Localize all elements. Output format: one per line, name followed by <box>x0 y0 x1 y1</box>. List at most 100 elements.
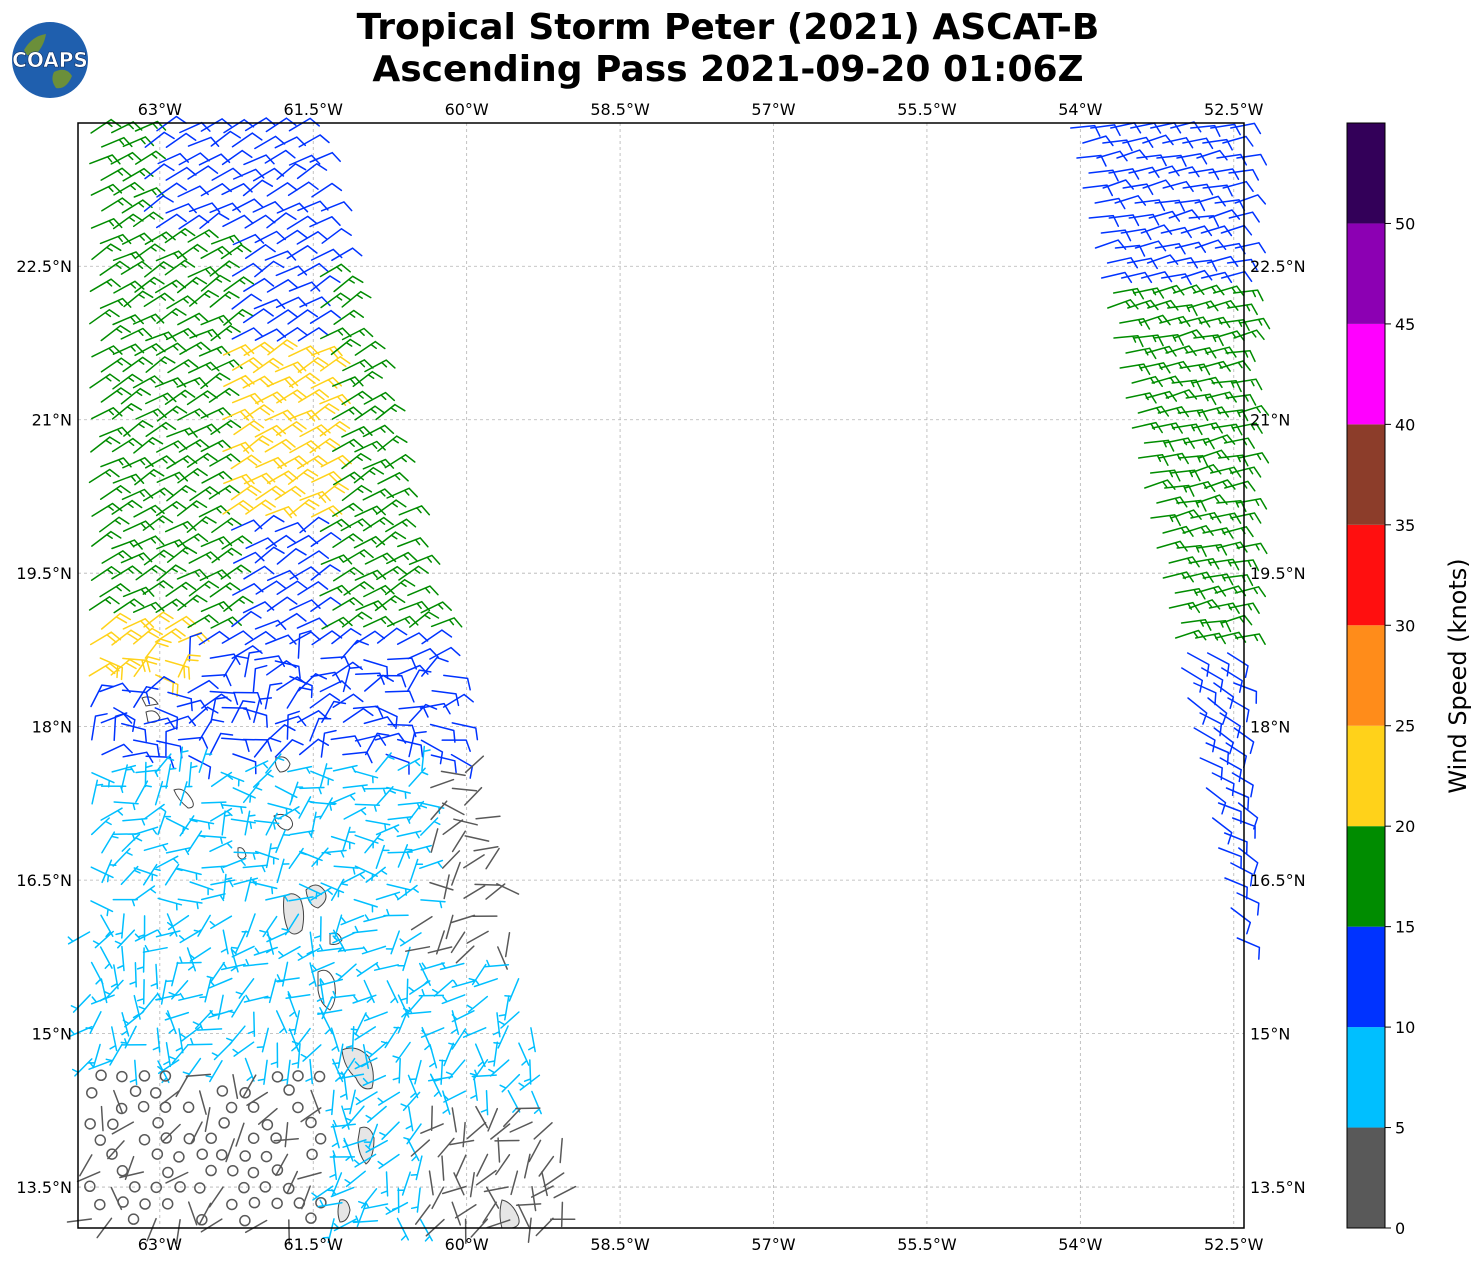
calm-circle <box>159 1101 172 1113</box>
wind-barb <box>319 763 333 788</box>
wind-barb <box>165 817 189 834</box>
wind-barb <box>204 1106 211 1133</box>
wind-barb <box>222 408 254 421</box>
wind-barb <box>398 600 431 612</box>
colorbar-tick-label: 0 <box>1395 1219 1405 1238</box>
wind-barb <box>299 296 331 308</box>
wind-barb <box>289 631 321 645</box>
wind-barb <box>210 696 228 724</box>
colorbar-tick-label: 5 <box>1395 1119 1405 1138</box>
wind-barb <box>201 470 233 484</box>
calm-circle <box>183 1132 196 1145</box>
wind-barb <box>209 260 240 277</box>
wind-barb <box>1185 393 1217 406</box>
colorbar-tick-label: 40 <box>1395 415 1415 434</box>
lat-tick-label-right: 19.5°N <box>1250 564 1306 583</box>
wind-barb <box>420 1123 444 1134</box>
wind-barb <box>242 375 274 389</box>
wind-barb <box>165 615 197 630</box>
wind-barb <box>319 356 351 372</box>
wind-barb <box>129 1059 138 1086</box>
wind-barb <box>265 506 297 519</box>
calm-circle <box>106 1148 118 1160</box>
wind-barb <box>1119 363 1151 376</box>
wind-barb <box>1228 168 1260 181</box>
wind-barb <box>342 359 374 372</box>
wind-barb <box>450 931 466 954</box>
wind-barb <box>122 136 155 148</box>
wind-barb <box>222 499 254 515</box>
wind-barb <box>1176 152 1208 165</box>
wind-barb <box>1108 168 1140 180</box>
wind-barb <box>1125 392 1157 404</box>
wind-barb <box>243 1074 257 1097</box>
wind-barb <box>142 580 174 595</box>
wind-barb <box>220 564 252 580</box>
wind-barb <box>498 1011 520 1029</box>
calm-circle <box>271 1197 283 1210</box>
wind-barb <box>163 1041 172 1068</box>
wind-barb <box>362 458 395 470</box>
wind-barb <box>188 947 212 962</box>
wind-barb <box>407 1074 419 1099</box>
wind-barb <box>309 309 341 324</box>
island-st-vincent <box>337 1199 351 1223</box>
wind-barb <box>503 1108 521 1128</box>
wind-barb <box>176 568 209 580</box>
lat-tick-label-right: 16.5°N <box>1250 871 1306 890</box>
wind-barb <box>286 1170 299 1194</box>
wind-barb <box>419 859 444 870</box>
wind-barb <box>1213 727 1234 755</box>
wind-barb <box>330 835 356 850</box>
wind-barb <box>200 893 226 902</box>
wind-barb <box>187 1201 198 1226</box>
wind-barb <box>254 328 287 341</box>
wind-barb <box>245 244 276 260</box>
wind-barb <box>121 1012 130 1037</box>
wind-barb <box>89 278 121 293</box>
wind-barb <box>363 1201 389 1210</box>
wind-barb <box>257 1059 268 1085</box>
wind-barb <box>186 390 218 406</box>
wind-barb <box>495 1154 511 1176</box>
wind-barb <box>201 674 232 687</box>
wind-barb <box>286 686 313 709</box>
wind-barb <box>361 945 387 955</box>
wind-barb <box>352 925 378 934</box>
calm-circle <box>248 1196 261 1209</box>
wind-barb <box>353 1026 377 1041</box>
wind-barb <box>257 1107 278 1125</box>
wind-barb <box>232 787 256 803</box>
wind-barb <box>311 1185 334 1201</box>
wind-barb <box>332 471 365 486</box>
wind-barb <box>99 946 113 970</box>
calm-circle <box>292 1070 304 1082</box>
wind-barb <box>1230 122 1262 135</box>
calm-circle <box>218 1117 230 1129</box>
wind-barb <box>196 1023 223 1031</box>
wind-barb <box>142 863 161 886</box>
wind-barb <box>1182 183 1214 196</box>
wind-barb <box>289 781 304 806</box>
wind-barb <box>221 630 253 644</box>
wind-barb <box>363 584 395 598</box>
wind-barb <box>208 1186 224 1208</box>
wind-barb <box>1228 602 1260 614</box>
wind-barb <box>531 1090 542 1115</box>
wind-barb <box>338 943 365 952</box>
wind-barb <box>310 275 341 292</box>
wind-barb <box>1192 284 1225 296</box>
wind-barb <box>270 1042 279 1068</box>
wind-barb <box>530 1185 554 1198</box>
wind-barb <box>87 1043 101 1069</box>
wind-barb <box>120 260 152 275</box>
wind-barb <box>1180 619 1212 631</box>
wind-barbs <box>66 115 1271 1245</box>
wind-barb <box>144 231 176 245</box>
wind-barb <box>231 262 264 277</box>
wind-barb <box>200 834 227 845</box>
wind-barb <box>177 654 201 678</box>
lon-tick-label-top: 57°W <box>751 100 795 119</box>
wind-barb <box>410 1139 431 1157</box>
